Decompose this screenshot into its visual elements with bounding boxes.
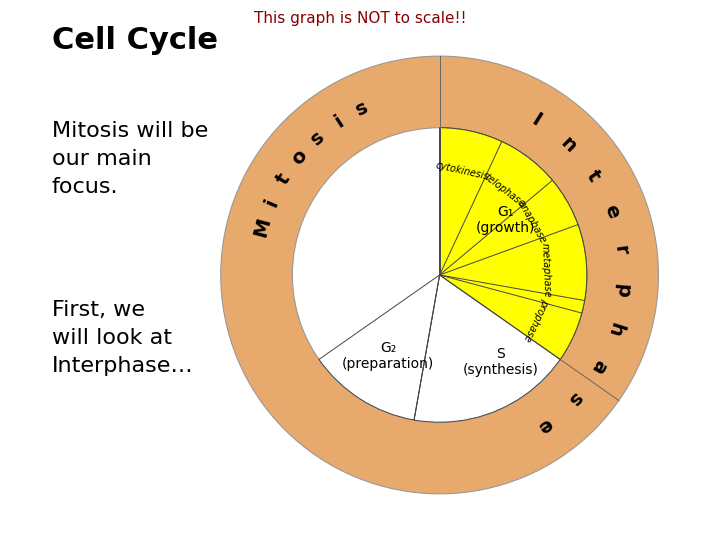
Text: anaphase: anaphase [516,199,548,245]
Text: t: t [582,166,604,185]
Wedge shape [221,56,659,494]
Text: i: i [331,112,347,132]
Text: e: e [600,202,623,221]
Text: Cell Cycle: Cell Cycle [52,26,217,55]
Text: o: o [288,146,311,168]
Text: s: s [353,98,372,120]
Text: h: h [603,320,626,339]
Text: a: a [587,356,610,376]
Text: This graph is NOT to scale!!: This graph is NOT to scale!! [253,11,467,26]
Wedge shape [440,128,587,360]
Text: cytokinesis: cytokinesis [435,161,490,183]
Text: Mitosis will be
our main
focus.: Mitosis will be our main focus. [52,121,208,197]
Wedge shape [440,128,587,301]
Text: G₁
(growth): G₁ (growth) [475,205,535,235]
Text: e: e [534,413,556,436]
Text: r: r [611,244,631,256]
Text: n: n [557,133,580,156]
Wedge shape [319,275,440,420]
Text: First, we
will look at
Interphase…: First, we will look at Interphase… [52,300,194,376]
Wedge shape [414,275,585,422]
Text: M: M [251,216,274,239]
Circle shape [292,128,587,422]
Text: prophase: prophase [521,297,550,342]
Text: telophase: telophase [482,172,526,210]
Text: s: s [564,388,585,409]
Text: metaphase: metaphase [539,242,552,298]
Text: s: s [307,127,328,149]
Text: I: I [528,110,544,130]
Text: i: i [261,195,282,210]
Text: p: p [612,282,632,298]
Text: S
(synthesis): S (synthesis) [462,347,539,377]
Text: G₂
(preparation): G₂ (preparation) [342,341,434,371]
Text: t: t [274,170,294,188]
